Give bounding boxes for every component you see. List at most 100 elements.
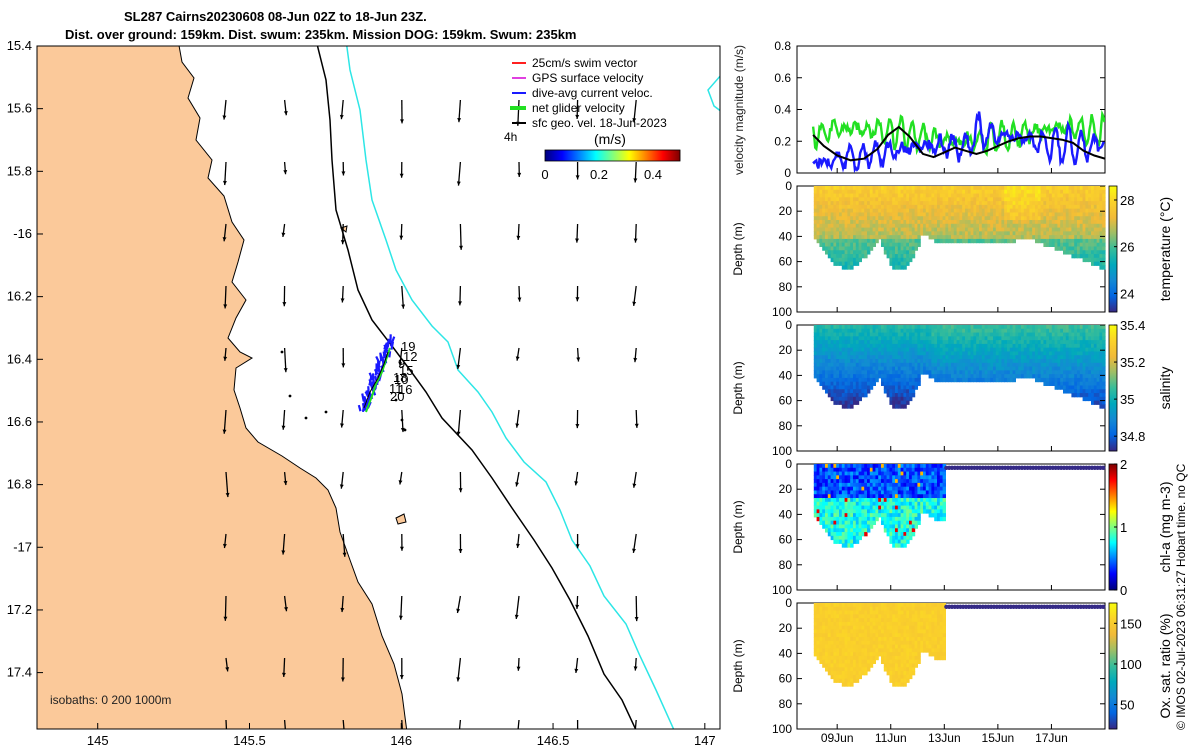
depth-tick: 40 (779, 368, 793, 382)
velocity-ytick: 0.2 (774, 134, 791, 148)
velocity-ytick: 0.8 (774, 39, 791, 53)
chl-a-cells (813, 464, 1106, 548)
depth-tick: 40 (779, 646, 793, 660)
legend-swim: 25cm/s swim vector (532, 56, 637, 70)
salinity-cb-tick: 35 (1120, 392, 1134, 407)
velocity-ylabel: velocity magnitude (m/s) (732, 45, 746, 175)
velocity-ytick: 0.6 (774, 71, 791, 85)
depth-tick: 20 (779, 343, 793, 357)
map-ytick-label: 16.4 (7, 351, 32, 366)
coastline-land (37, 46, 408, 729)
velocity-arrow (517, 99, 520, 126)
oxygen-saturation-ylabel: Depth (m) (731, 639, 745, 692)
temperature-ylabel: Depth (m) (731, 222, 745, 275)
map-xtick-label: 145 (87, 733, 109, 748)
map-ytick-label: 16.8 (7, 477, 32, 492)
depth-tick: 80 (779, 558, 793, 572)
depth-tick: 60 (779, 255, 793, 269)
depth-tick: 80 (779, 419, 793, 433)
temperature-cb-tick: 28 (1120, 193, 1134, 208)
track-day-label: 16 (398, 382, 412, 397)
oxygen-saturation-cb-tick: 150 (1120, 616, 1142, 631)
chl-a-ylabel: Depth (m) (731, 500, 745, 553)
track-day-label: 20 (390, 389, 404, 404)
credit-text: © IMOS 02-Jul-2023 06:31:27 Hobart time.… (1174, 463, 1188, 730)
velocity-arrow (458, 719, 462, 729)
depth-tick: 20 (779, 482, 793, 496)
track-day-label: 12 (403, 349, 417, 364)
velocity-arrow (283, 719, 286, 729)
surface-velocity-field (222, 99, 639, 729)
map-xtick-label: 146 (390, 733, 412, 748)
legend-net: net glider velocity (532, 101, 625, 115)
plot-title-line2: Dist. over ground: 159km. Dist. swum: 23… (65, 27, 577, 42)
map-ytick-label: -16 (13, 226, 32, 241)
map-ytick-label: 16.6 (7, 414, 32, 429)
chl-a-cb-label: chl-a (mg m-3) (1157, 481, 1173, 572)
velocity-arrow (459, 223, 462, 250)
depth-tick: 100 (772, 583, 792, 597)
velocity-arrow (225, 719, 228, 729)
isobath-200m (316, 46, 637, 729)
legend-sfc: sfc geo. vel. 18-Jun-2023 (532, 116, 667, 130)
depth-tick: 80 (779, 280, 793, 294)
temperature-cb-tick: 26 (1120, 240, 1134, 255)
velocity-arrow (225, 471, 229, 498)
oxygen-saturation-cb-tick: 50 (1120, 698, 1134, 713)
track-day-label: 18 (393, 370, 407, 385)
depth-tick: 0 (785, 457, 792, 471)
salinity-cells (813, 325, 1106, 409)
temperature-cells (813, 186, 1106, 270)
scale-label: 4h (504, 130, 517, 144)
series-net-glider (811, 109, 1105, 158)
salinity-cb-tick: 35.2 (1120, 355, 1145, 370)
velocity-arrow (342, 719, 345, 729)
track-day-label: 19 (401, 339, 415, 354)
time-tick-label: 15Jun (982, 731, 1015, 745)
glider-track (357, 334, 396, 413)
salinity-cb-tick: 35.4 (1120, 318, 1145, 333)
isobath-note: isobaths: 0 200 1000m (50, 693, 171, 707)
velocity-arrow (634, 719, 637, 729)
depth-tick: 60 (779, 672, 793, 686)
velocity-arrow (517, 719, 520, 729)
map-xtick-label: 146.5 (537, 733, 570, 748)
track-day-label: 11 (389, 381, 403, 396)
colorbar-tick: 0.2 (590, 167, 608, 182)
map-ytick-label: 16.2 (7, 289, 32, 304)
salinity-cb-tick: 34.8 (1120, 429, 1145, 444)
salinity-ylabel: Depth (m) (731, 361, 745, 414)
oxygen-saturation-cells (813, 603, 1106, 687)
temperature-cb-label: temperature (°C) (1157, 197, 1173, 301)
map-legend: 25cm/s swim vector GPS surface velocity … (504, 56, 681, 182)
map-xtick-label: 145.5 (233, 733, 266, 748)
legend-gps: GPS surface velocity (532, 71, 643, 85)
map-ytick-label: 15.6 (7, 101, 32, 116)
oxygen-saturation-cb-label: Ox. sat. ratio (%) (1157, 613, 1173, 718)
velocity-arrow (457, 409, 462, 436)
track-day-label: 15 (399, 363, 413, 378)
series-smoothed (812, 125, 1105, 162)
map-ytick-label: 17.4 (7, 665, 32, 680)
map-ytick-label: 17.2 (7, 602, 32, 617)
depth-tick: 0 (785, 318, 792, 332)
oxygen-saturation-cb-tick: 100 (1120, 657, 1142, 672)
chl-a-cb-tick: 0 (1120, 583, 1127, 598)
time-tick-label: 17Jun (1035, 731, 1068, 745)
map-xtick-label: 147 (694, 733, 716, 748)
track-day-label: 9 (398, 356, 405, 371)
velocity-arrow (401, 719, 403, 729)
oxygen-saturation-panel: 0 20 40 60 80 100 Depth (m) 150 100 50 Ox. sat. ra… (731, 596, 1173, 736)
depth-tick: 80 (779, 697, 793, 711)
salinity-cb-label: salinity (1157, 367, 1173, 410)
depth-tick: 40 (779, 229, 793, 243)
series-dive-avg (812, 111, 1105, 173)
depth-tick: 20 (779, 204, 793, 218)
chl-a-panel: 0 20 40 60 80 100 Depth (m) 2 1 0 chl-a (mg m-3) (731, 457, 1173, 598)
temperature-cb-tick: 24 (1120, 286, 1134, 301)
map-ytick-label: 15.8 (7, 163, 32, 178)
isobath-1000m (346, 46, 675, 729)
chl-a-cb-tick: 2 (1120, 457, 1127, 472)
